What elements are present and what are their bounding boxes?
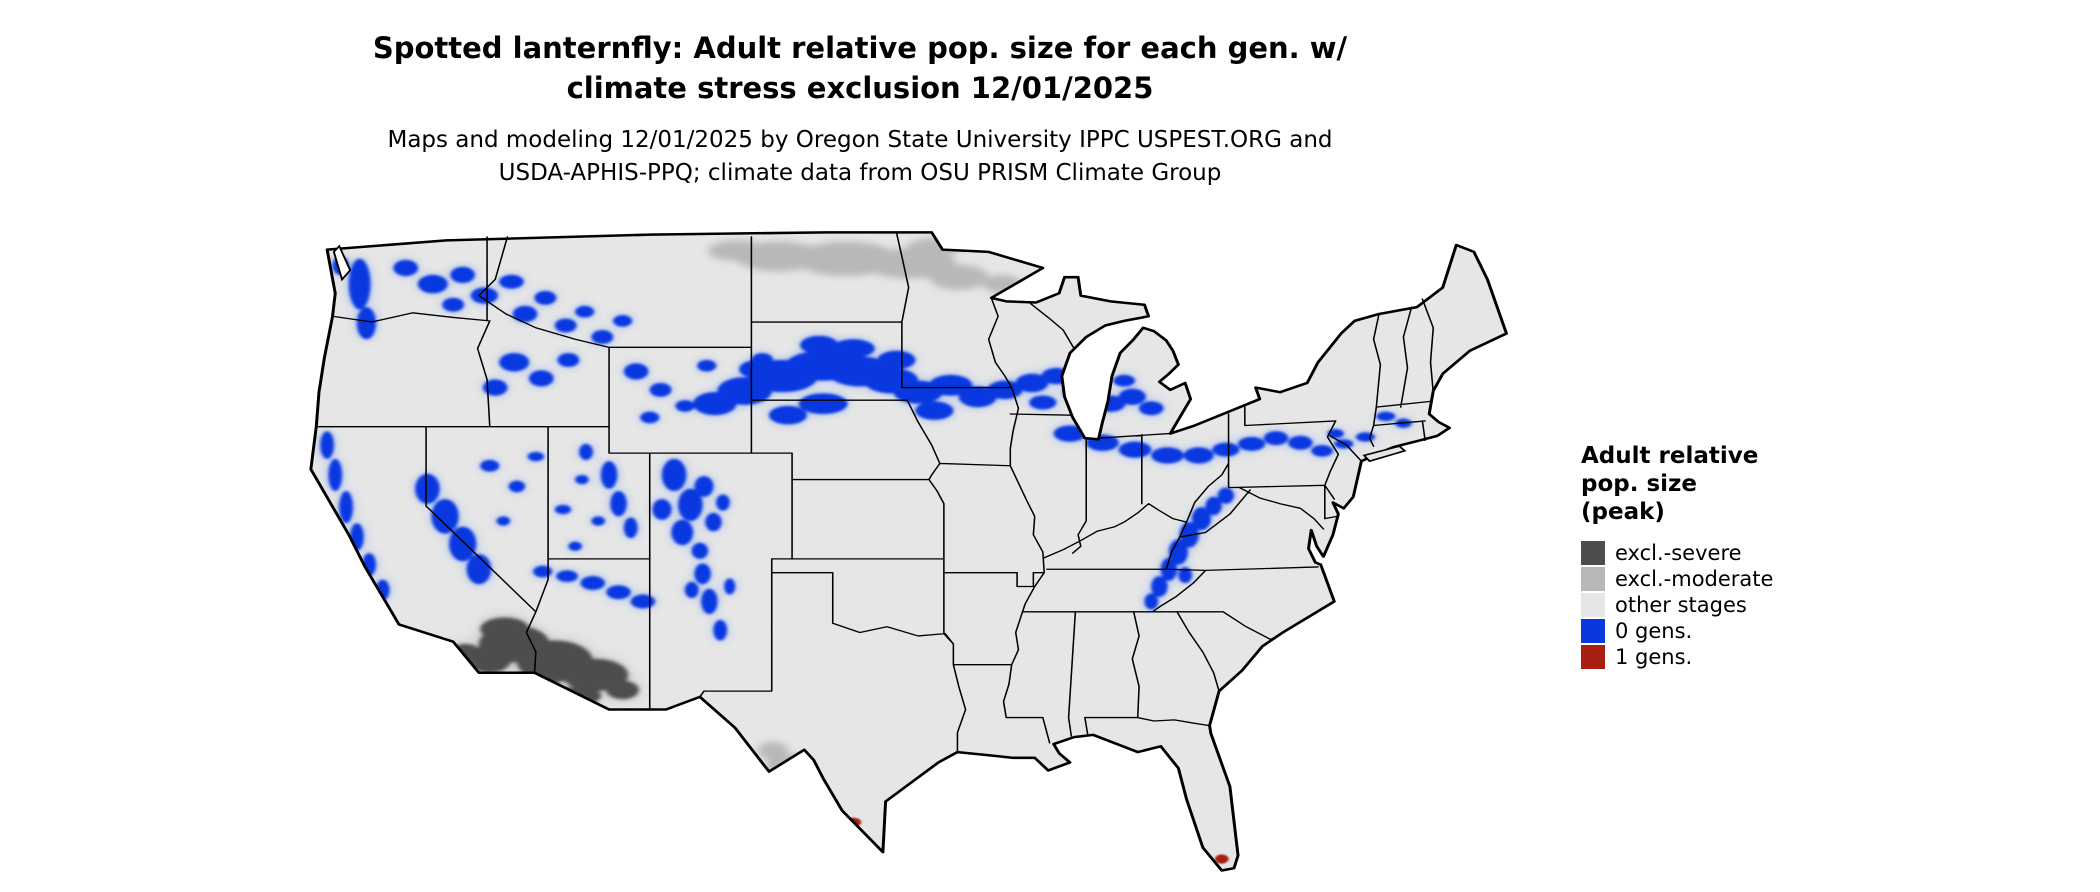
map-container	[300, 222, 1520, 882]
one-gens-region	[844, 817, 1229, 864]
puget-sound	[332, 244, 352, 282]
legend-label-excl-severe: excl.-severe	[1615, 541, 1742, 565]
subtitle-line-2: USDA-APHIS-PPQ; climate data from OSU PR…	[498, 160, 1222, 186]
legend-heading-line-2: pop. size	[1581, 471, 1698, 497]
title-line-2: climate stress exclusion 12/01/2025	[566, 71, 1154, 105]
legend-row-excl-moderate: excl.-moderate	[1581, 566, 1773, 592]
figure-title: Spotted lanternfly: Adult relative pop. …	[0, 28, 1720, 108]
long-island	[1362, 445, 1407, 463]
legend-items: excl.-severe excl.-moderate other stages…	[1581, 540, 1773, 670]
legend-row-1-gens: 1 gens.	[1581, 644, 1773, 670]
state-borders	[315, 231, 1435, 753]
legend-swatch-excl-severe	[1581, 541, 1605, 565]
legend-row-excl-severe: excl.-severe	[1581, 540, 1773, 566]
legend-row-other-stages: other stages	[1581, 592, 1773, 618]
map-legend: Adult relative pop. size (peak) excl.-se…	[1581, 442, 1773, 670]
legend-swatch-excl-moderate	[1581, 567, 1605, 591]
legend-row-0-gens: 0 gens.	[1581, 618, 1773, 644]
legend-label-other-stages: other stages	[1615, 593, 1747, 617]
us-map	[309, 230, 1508, 872]
subtitle-line-1: Maps and modeling 12/01/2025 by Oregon S…	[387, 127, 1333, 153]
legend-heading: Adult relative pop. size (peak)	[1581, 442, 1773, 526]
legend-label-excl-moderate: excl.-moderate	[1615, 567, 1774, 591]
legend-swatch-0-gens	[1581, 619, 1605, 643]
legend-heading-line-1: Adult relative	[1581, 443, 1759, 469]
legend-swatch-1-gens	[1581, 645, 1605, 669]
legend-label-0-gens: 0 gens.	[1615, 619, 1693, 643]
title-line-1: Spotted lanternfly: Adult relative pop. …	[372, 31, 1348, 65]
figure-subtitle: Maps and modeling 12/01/2025 by Oregon S…	[0, 124, 1720, 190]
legend-swatch-other-stages	[1581, 593, 1605, 617]
legend-label-1-gens: 1 gens.	[1615, 645, 1693, 669]
legend-heading-line-3: (peak)	[1581, 499, 1665, 525]
